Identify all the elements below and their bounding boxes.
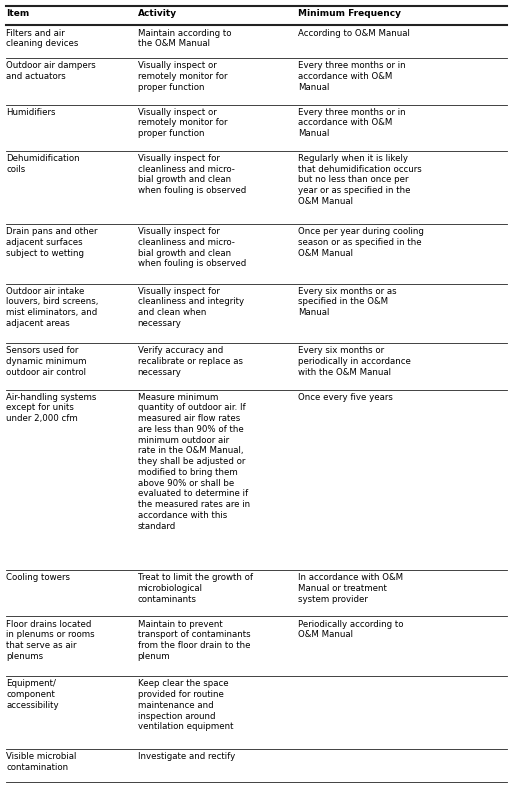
Text: Keep clear the space
provided for routine
maintenance and
inspection around
vent: Keep clear the space provided for routin… (137, 679, 233, 731)
Text: Investigate and rectify: Investigate and rectify (137, 752, 235, 762)
Text: Equipment/
component
accessibility: Equipment/ component accessibility (6, 679, 59, 710)
Text: Activity: Activity (137, 9, 177, 17)
Text: Visible microbial
contamination: Visible microbial contamination (6, 752, 76, 772)
Text: Outdoor air dampers
and actuators: Outdoor air dampers and actuators (6, 61, 96, 81)
Text: Every three months or in
accordance with O&M
Manual: Every three months or in accordance with… (298, 108, 405, 138)
Text: Dehumidification
coils: Dehumidification coils (6, 154, 79, 174)
Text: Cooling towers: Cooling towers (6, 573, 70, 582)
Text: Visually inspect for
cleanliness and integrity
and clean when
necessary: Visually inspect for cleanliness and int… (137, 287, 243, 328)
Text: Visually inspect or
remotely monitor for
proper function: Visually inspect or remotely monitor for… (137, 61, 227, 92)
Text: Maintain to prevent
transport of contaminants
from the floor drain to the
plenum: Maintain to prevent transport of contami… (137, 619, 250, 661)
Text: Floor drains located
in plenums or rooms
that serve as air
plenums: Floor drains located in plenums or rooms… (6, 619, 95, 661)
Text: Minimum Frequency: Minimum Frequency (298, 9, 401, 17)
Text: Filters and air
cleaning devices: Filters and air cleaning devices (6, 28, 78, 49)
Text: Visually inspect for
cleanliness and micro-
bial growth and clean
when fouling i: Visually inspect for cleanliness and mic… (137, 154, 245, 195)
Text: Every six months or as
specified in the O&M
Manual: Every six months or as specified in the … (298, 287, 396, 318)
Text: Sensors used for
dynamic minimum
outdoor air control: Sensors used for dynamic minimum outdoor… (6, 347, 87, 377)
Text: Every six months or
periodically in accordance
with the O&M Manual: Every six months or periodically in acco… (298, 347, 410, 377)
Text: Periodically according to
O&M Manual: Periodically according to O&M Manual (298, 619, 403, 639)
Text: Once every five years: Once every five years (298, 393, 392, 402)
Text: Treat to limit the growth of
microbiological
contaminants: Treat to limit the growth of microbiolog… (137, 573, 252, 604)
Text: Humidifiers: Humidifiers (6, 108, 55, 116)
Text: Air-handling systems
except for units
under 2,000 cfm: Air-handling systems except for units un… (6, 393, 96, 423)
Text: Every three months or in
accordance with O&M
Manual: Every three months or in accordance with… (298, 61, 405, 92)
Text: Drain pans and other
adjacent surfaces
subject to wetting: Drain pans and other adjacent surfaces s… (6, 227, 97, 258)
Text: Visually inspect or
remotely monitor for
proper function: Visually inspect or remotely monitor for… (137, 108, 227, 138)
Text: Maintain according to
the O&M Manual: Maintain according to the O&M Manual (137, 28, 231, 49)
Text: Regularly when it is likely
that dehumidification occurs
but no less than once p: Regularly when it is likely that dehumid… (298, 154, 421, 206)
Text: Measure minimum
quantity of outdoor air. If
measured air flow rates
are less tha: Measure minimum quantity of outdoor air.… (137, 393, 249, 531)
Text: Visually inspect for
cleanliness and micro-
bial growth and clean
when fouling i: Visually inspect for cleanliness and mic… (137, 227, 245, 268)
Text: Item: Item (6, 9, 30, 17)
Text: In accordance with O&M
Manual or treatment
system provider: In accordance with O&M Manual or treatme… (298, 573, 403, 604)
Text: Outdoor air intake
louvers, bird screens,
mist eliminators, and
adjacent areas: Outdoor air intake louvers, bird screens… (6, 287, 98, 328)
Text: Once per year during cooling
season or as specified in the
O&M Manual: Once per year during cooling season or a… (298, 227, 423, 258)
Text: Verify accuracy and
recalibrate or replace as
necessary: Verify accuracy and recalibrate or repla… (137, 347, 242, 377)
Text: According to O&M Manual: According to O&M Manual (298, 28, 409, 38)
